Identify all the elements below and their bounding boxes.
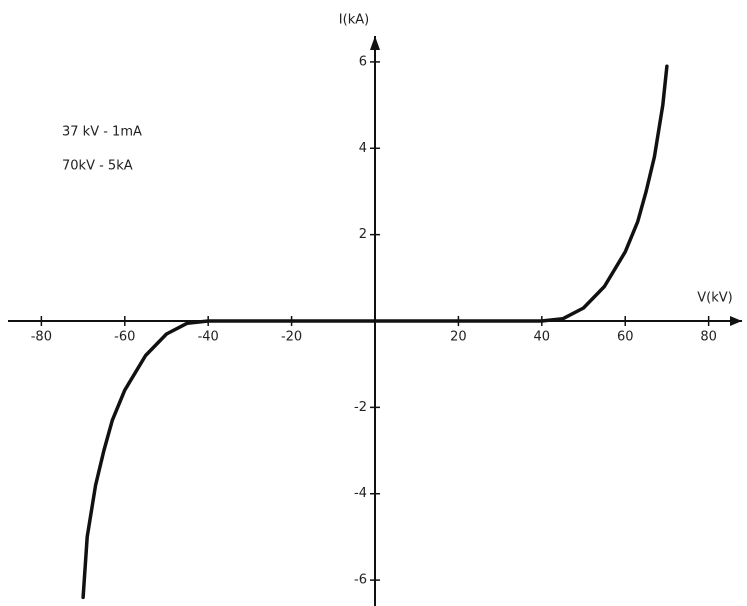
x-tick-label: -80 bbox=[31, 330, 52, 345]
y-tick-label: -4 bbox=[354, 486, 367, 501]
x-tick-label: -60 bbox=[114, 330, 135, 345]
y-tick-label: -6 bbox=[354, 573, 367, 588]
y-axis-arrow bbox=[370, 36, 380, 50]
x-tick-label: -40 bbox=[198, 330, 219, 345]
x-tick-label: 80 bbox=[700, 330, 717, 345]
annotation: 70kV - 5kA bbox=[62, 159, 133, 174]
chart: I(kA) V(kV) 37 kV - 1mA 70kV - 5kA -80 -6… bbox=[0, 0, 747, 606]
y-axis-label: I(kA) bbox=[339, 13, 369, 28]
x-tick-label: 60 bbox=[617, 330, 634, 345]
x-tick-label: 40 bbox=[534, 330, 551, 345]
annotation: 37 kV - 1mA bbox=[62, 125, 142, 140]
y-tick-label: 6 bbox=[359, 54, 367, 69]
x-axis-arrow bbox=[730, 316, 742, 326]
y-tick-label: 4 bbox=[359, 141, 367, 156]
x-tick-label: -20 bbox=[281, 330, 302, 345]
x-tick-label: 20 bbox=[450, 330, 467, 345]
x-axis-label: V(kV) bbox=[697, 291, 732, 306]
y-tick-label: -2 bbox=[354, 400, 367, 415]
y-tick-label: 2 bbox=[359, 227, 367, 242]
